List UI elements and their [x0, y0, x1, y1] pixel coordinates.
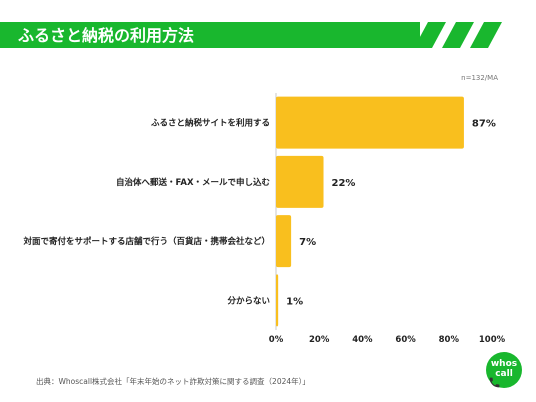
- logo-word-top: whos: [490, 359, 518, 369]
- category-label: 自治体へ郵送・FAX・メールで申し込む: [116, 177, 270, 188]
- phone-icon: [489, 377, 500, 388]
- x-tick-label: 80%: [439, 335, 460, 345]
- bar: [276, 274, 279, 327]
- x-tick-label: 40%: [352, 335, 373, 345]
- header-bar: [0, 22, 502, 48]
- header-stripe-3: [470, 22, 502, 48]
- header-band: [0, 22, 420, 48]
- data-label: 22%: [332, 178, 356, 189]
- bar: [276, 96, 464, 149]
- bar: [276, 215, 292, 268]
- category-label: 対面で寄付をサポートする店舗で行う（百貨店・携帯会社など）: [22, 236, 270, 247]
- x-tick-label: 20%: [309, 335, 330, 345]
- data-label: 1%: [286, 296, 303, 307]
- header-stripe-2: [442, 22, 474, 48]
- source-note: 出典：Whoscall株式会社「年末年始のネット詐欺対策に関する調査（2024年…: [36, 377, 310, 386]
- page-title: ふるさと納税の利用方法: [18, 26, 195, 45]
- category-label: ふるさと納税サイトを利用する: [151, 118, 270, 129]
- category-label: 分からない: [227, 295, 270, 306]
- logo-word-bottom: call: [495, 369, 513, 379]
- sample-size-note: n=132/MA: [461, 74, 498, 82]
- x-tick-label: 0%: [269, 335, 284, 345]
- whoscall-logo: whos call: [486, 352, 522, 388]
- x-tick-label: 100%: [479, 335, 506, 345]
- data-label: 87%: [472, 119, 496, 130]
- x-tick-label: 60%: [395, 335, 416, 345]
- bar: [276, 155, 324, 208]
- data-label: 7%: [299, 237, 316, 248]
- header-stripe-1: [414, 22, 446, 48]
